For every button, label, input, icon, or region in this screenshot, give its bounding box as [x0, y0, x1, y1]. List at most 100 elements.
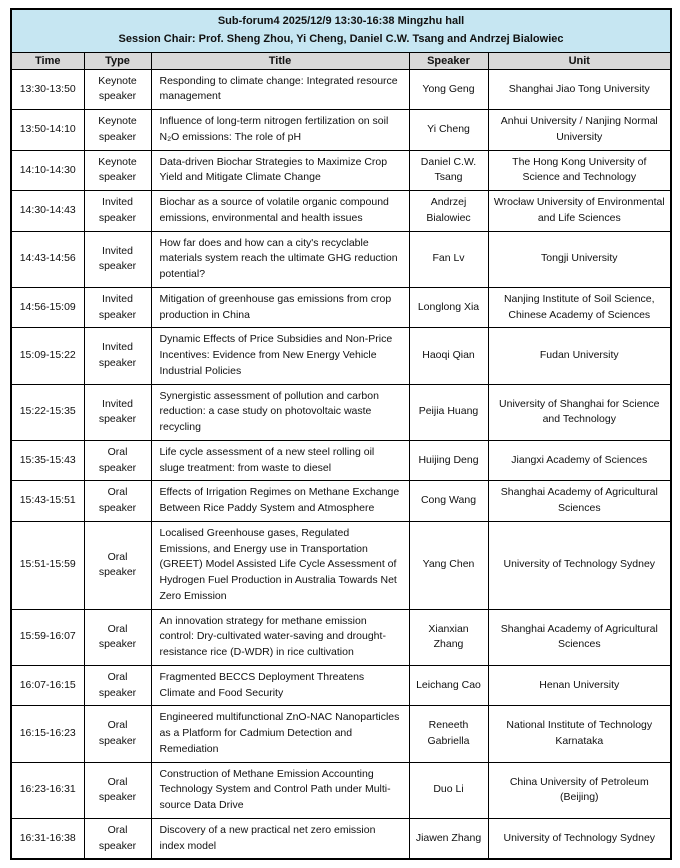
unit-cell: Nanjing Institute of Soil Science, Chine…	[487, 286, 672, 329]
session-banner: Sub-forum4 2025/12/9 13:30-16:38 Mingzhu…	[10, 8, 672, 53]
unit-cell: University of Shanghai for Science and T…	[487, 383, 672, 441]
time-cell: 14:30-14:43	[10, 190, 85, 232]
speaker-cell: Haoqi Qian	[408, 327, 489, 385]
title-cell: Dynamic Effects of Price Subsidies and N…	[150, 327, 410, 385]
type-cell: Invited speaker	[83, 327, 152, 385]
unit-cell: University of Technology Sydney	[487, 520, 672, 610]
time-cell: 15:35-15:43	[10, 439, 85, 482]
session-title: Sub-forum4 2025/12/9 13:30-16:38 Mingzhu…	[217, 15, 465, 27]
type-cell: Keynote speaker	[83, 68, 152, 111]
table-row: 13:30-13:50 Keynote speaker Responding t…	[10, 68, 672, 111]
unit-cell: Shanghai Jiao Tong University	[487, 68, 672, 111]
type-cell: Oral speaker	[83, 705, 152, 763]
table-row: 15:09-15:22 Invited speaker Dynamic Effe…	[10, 327, 672, 385]
time-cell: 14:10-14:30	[10, 149, 85, 192]
time-cell: 13:50-14:10	[10, 109, 85, 151]
title-cell: Biochar as a source of volatile organic …	[150, 190, 410, 232]
type-cell: Invited speaker	[83, 190, 152, 232]
table-row: 15:22-15:35 Invited speaker Synergistic …	[10, 383, 672, 441]
title-cell: An innovation strategy for methane emiss…	[150, 608, 410, 666]
time-cell: 16:31-16:38	[10, 817, 85, 860]
table-row: 16:23-16:31 Oral speaker Construction of…	[10, 761, 672, 819]
session-chair: Session Chair: Prof. Sheng Zhou, Yi Chen…	[118, 32, 564, 45]
title-cell: Discovery of a new practical net zero em…	[150, 817, 410, 860]
session-schedule-table: Sub-forum4 2025/12/9 13:30-16:38 Mingzhu…	[10, 8, 673, 861]
type-cell: Oral speaker	[83, 439, 152, 482]
time-cell: 15:09-15:22	[10, 327, 85, 385]
table-row: 14:43-14:56 Invited speaker How far does…	[10, 230, 672, 288]
title-cell: Data-driven Biochar Strategies to Maximi…	[150, 149, 410, 192]
speaker-cell: Duo Li	[408, 761, 489, 819]
title-cell: Mitigation of greenhouse gas emissions f…	[150, 286, 410, 329]
time-cell: 15:51-15:59	[10, 520, 85, 610]
type-cell: Oral speaker	[83, 817, 152, 860]
title-cell: Localised Greenhouse gases, Regulated Em…	[150, 520, 410, 610]
table-row: 16:07-16:15 Oral speaker Fragmented BECC…	[10, 664, 672, 707]
time-cell: 14:56-15:09	[10, 286, 85, 329]
speaker-cell: Leichang Cao	[408, 664, 489, 707]
title-cell: Synergistic assessment of pollution and …	[150, 383, 410, 441]
unit-cell: Shanghai Academy of Agricultural Science…	[487, 480, 672, 522]
speaker-cell: Peijia Huang	[408, 383, 489, 441]
unit-cell: The Hong Kong University of Science and …	[487, 149, 672, 192]
title-cell: Effects of Irrigation Regimes on Methane…	[150, 480, 410, 522]
table-row: 16:31-16:38 Oral speaker Discovery of a …	[10, 817, 672, 860]
speaker-cell: Reneeth Gabriella	[408, 705, 489, 763]
column-header-unit: Unit	[487, 51, 672, 70]
unit-cell: China University of Petroleum (Beijing)	[487, 761, 672, 819]
table-row: 15:43-15:51 Oral speaker Effects of Irri…	[10, 480, 672, 522]
title-cell: Fragmented BECCS Deployment Threatens Cl…	[150, 664, 410, 707]
table-row: 14:56-15:09 Invited speaker Mitigation o…	[10, 286, 672, 329]
time-cell: 15:43-15:51	[10, 480, 85, 522]
table-row: 16:15-16:23 Oral speaker Engineered mult…	[10, 705, 672, 763]
time-cell: 15:22-15:35	[10, 383, 85, 441]
title-cell: Engineered multifunctional ZnO-NAC Nanop…	[150, 705, 410, 763]
speaker-cell: Huijing Deng	[408, 439, 489, 482]
time-cell: 16:07-16:15	[10, 664, 85, 707]
type-cell: Oral speaker	[83, 664, 152, 707]
column-header-row: Time Type Title Speaker Unit	[10, 51, 672, 70]
type-cell: Oral speaker	[83, 608, 152, 666]
speaker-cell: Yong Geng	[408, 68, 489, 111]
schedule-body: 13:30-13:50 Keynote speaker Responding t…	[10, 68, 672, 860]
table-row: 13:50-14:10 Keynote speaker Influence of…	[10, 109, 672, 151]
unit-cell: Wrocław University of Environmental and …	[487, 190, 672, 232]
unit-cell: National Institute of Technology Karnata…	[487, 705, 672, 763]
table-row: 14:30-14:43 Invited speaker Biochar as a…	[10, 190, 672, 232]
speaker-cell: Andrzej Bialowiec	[408, 190, 489, 232]
column-header-type: Type	[83, 51, 152, 70]
column-header-title: Title	[150, 51, 410, 70]
title-cell: How far does and how can a city's recycl…	[150, 230, 410, 288]
speaker-cell: Daniel C.W. Tsang	[408, 149, 489, 192]
speaker-cell: Fan Lv	[408, 230, 489, 288]
speaker-cell: Xianxian Zhang	[408, 608, 489, 666]
speaker-cell: Cong Wang	[408, 480, 489, 522]
unit-cell: Henan University	[487, 664, 672, 707]
time-cell: 16:23-16:31	[10, 761, 85, 819]
time-cell: 14:43-14:56	[10, 230, 85, 288]
type-cell: Oral speaker	[83, 761, 152, 819]
type-cell: Invited speaker	[83, 230, 152, 288]
title-cell: Influence of long-term nitrogen fertiliz…	[150, 109, 410, 151]
time-cell: 16:15-16:23	[10, 705, 85, 763]
type-cell: Keynote speaker	[83, 149, 152, 192]
title-cell: Life cycle assessment of a new steel rol…	[150, 439, 410, 482]
type-cell: Oral speaker	[83, 480, 152, 522]
time-cell: 15:59-16:07	[10, 608, 85, 666]
table-row: 14:10-14:30 Keynote speaker Data-driven …	[10, 149, 672, 192]
table-row: 15:59-16:07 Oral speaker An innovation s…	[10, 608, 672, 666]
table-row: 15:51-15:59 Oral speaker Localised Green…	[10, 520, 672, 610]
unit-cell: Fudan University	[487, 327, 672, 385]
type-cell: Invited speaker	[83, 383, 152, 441]
unit-cell: Jiangxi Academy of Sciences	[487, 439, 672, 482]
speaker-cell: Yi Cheng	[408, 109, 489, 151]
table-row: 15:35-15:43 Oral speaker Life cycle asse…	[10, 439, 672, 482]
column-header-speaker: Speaker	[408, 51, 489, 70]
time-cell: 13:30-13:50	[10, 68, 85, 111]
title-cell: Construction of Methane Emission Account…	[150, 761, 410, 819]
title-cell: Responding to climate change: Integrated…	[150, 68, 410, 111]
unit-cell: Anhui University / Nanjing Normal Univer…	[487, 109, 672, 151]
column-header-time: Time	[10, 51, 85, 70]
speaker-cell: Jiawen Zhang	[408, 817, 489, 860]
